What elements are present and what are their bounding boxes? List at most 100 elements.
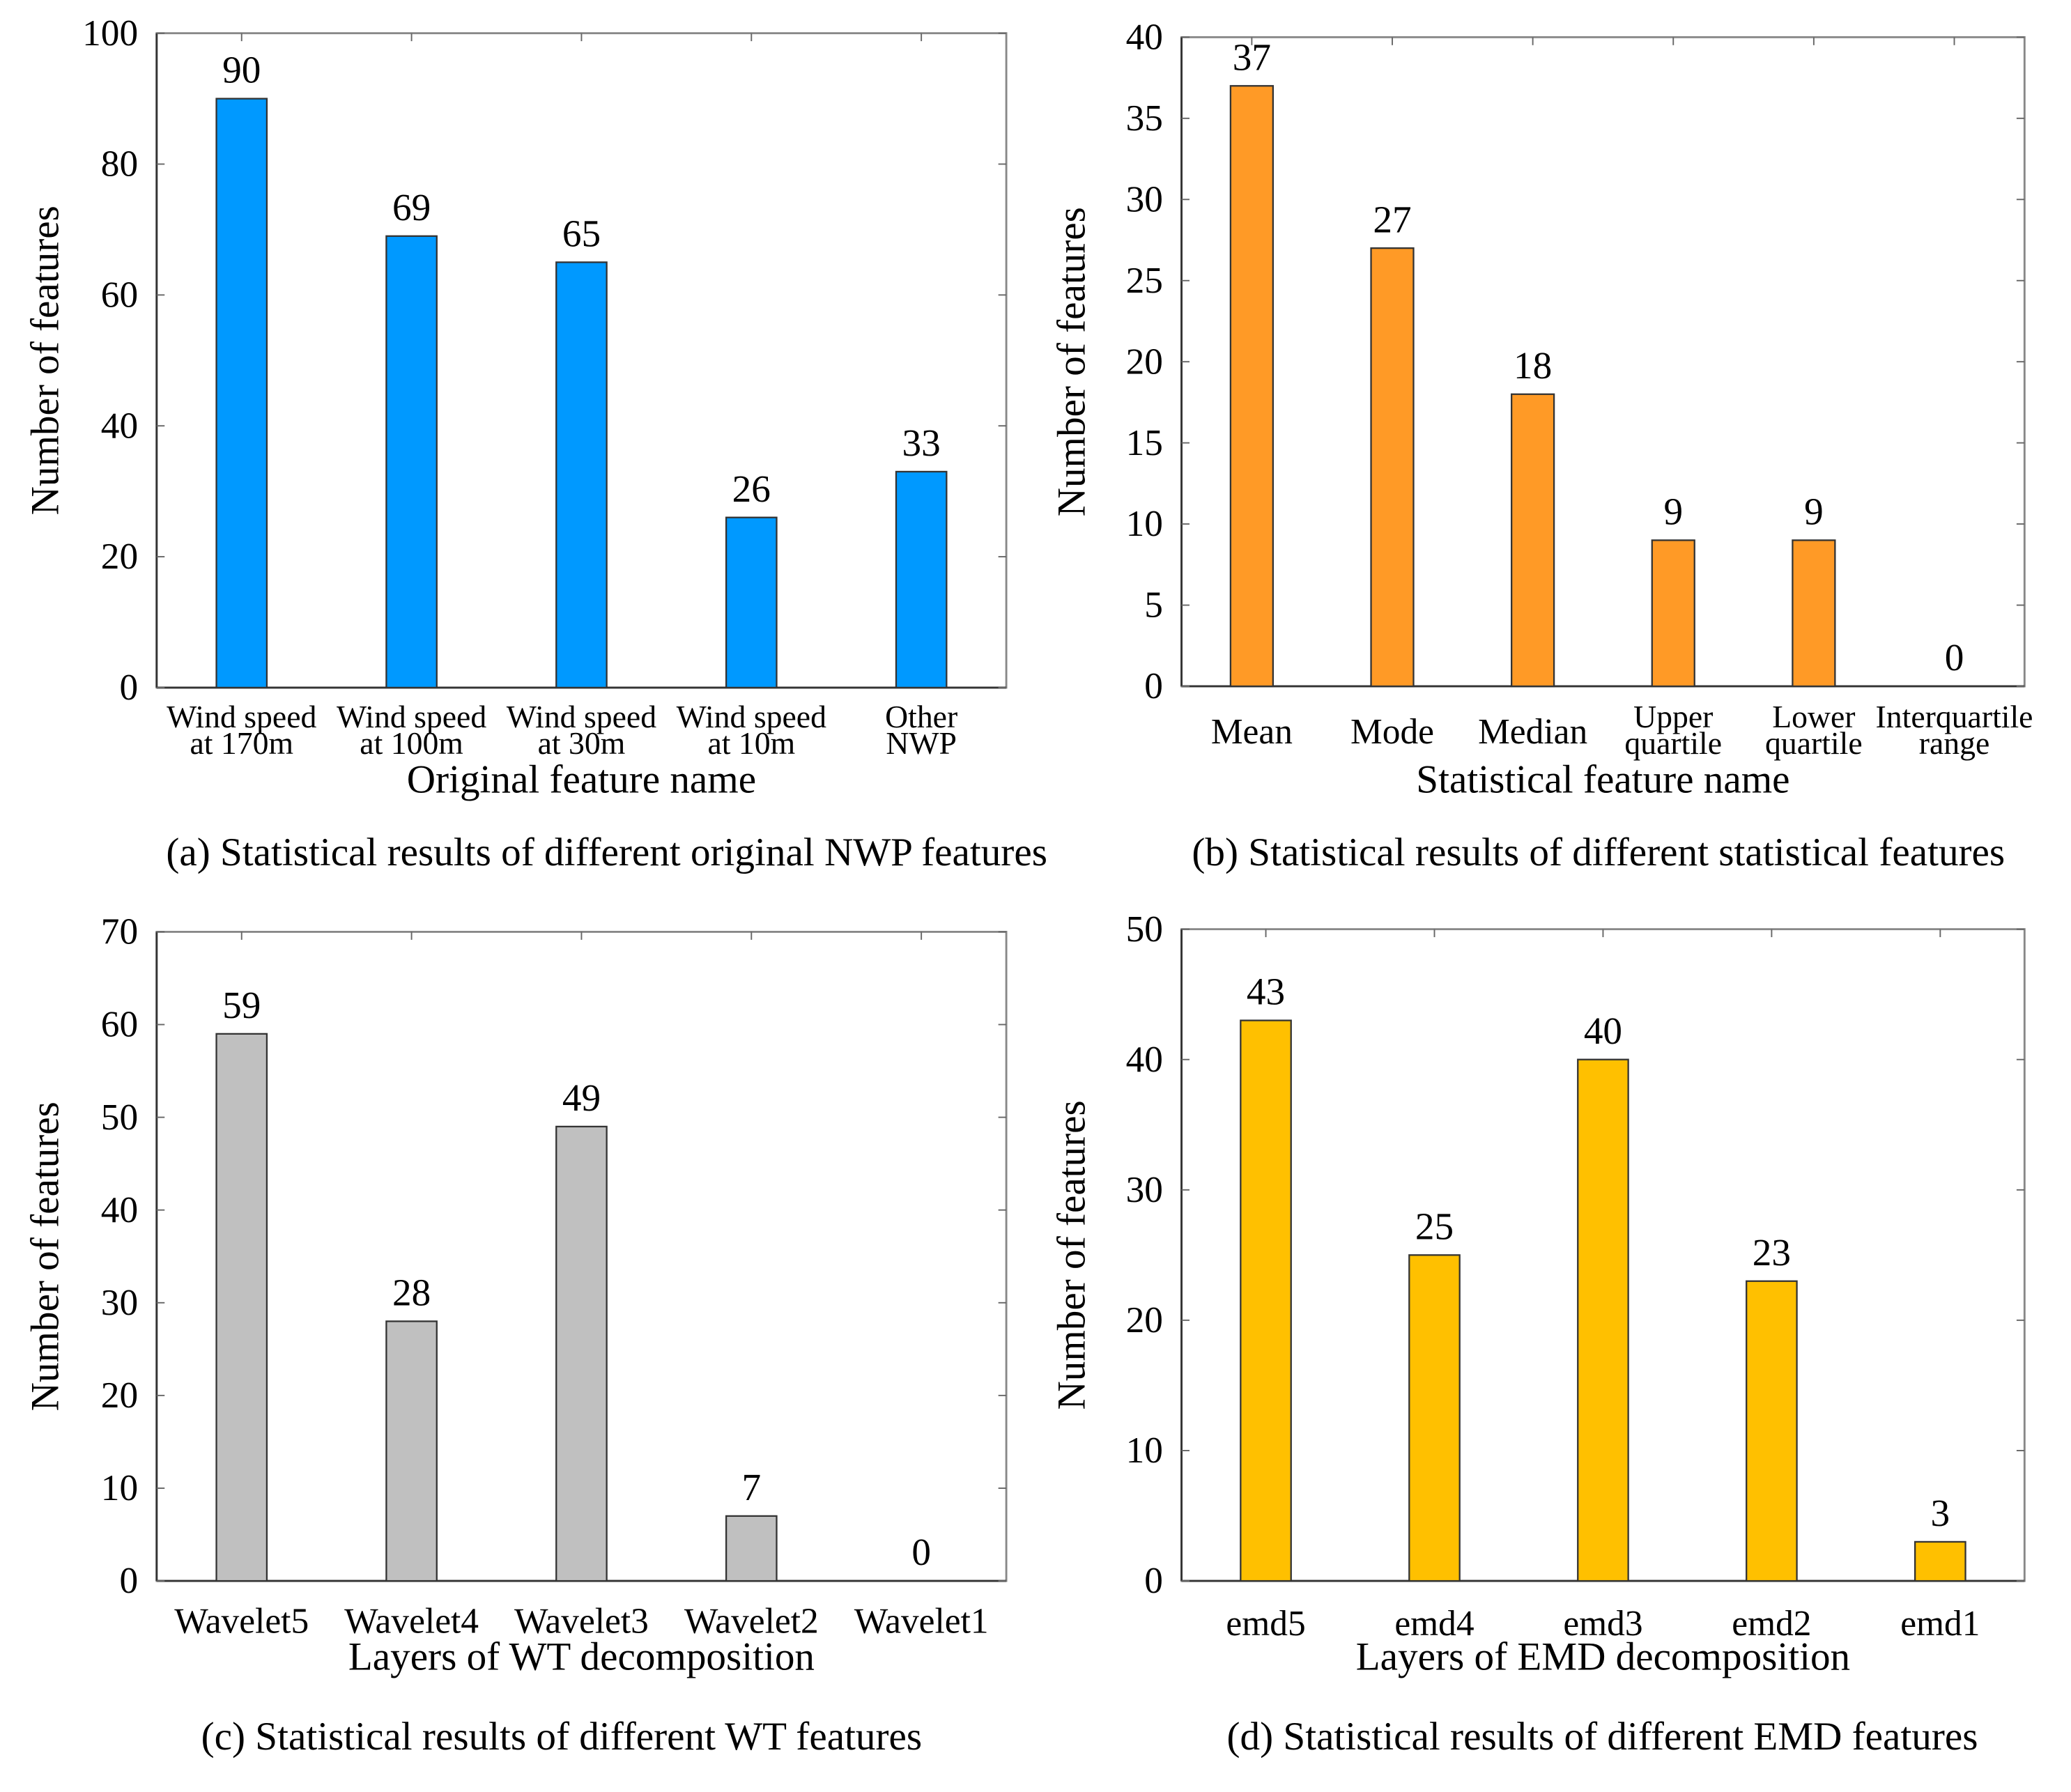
bar [385, 1320, 438, 1582]
y-tick-label: 10 [1126, 502, 1163, 544]
y-tick-label: 25 [1126, 259, 1163, 301]
data-label: 28 [392, 1272, 431, 1314]
data-label: 26 [732, 468, 771, 510]
data-label: 90 [222, 49, 261, 91]
bar [895, 470, 948, 689]
data-label: 3 [1931, 1492, 1950, 1534]
y-tick-label: 35 [1126, 97, 1163, 139]
x-tick-label: Mean [1211, 712, 1293, 752]
panel-caption: (a) Statistical results of different ori… [166, 831, 1047, 874]
y-tick-label: 50 [1126, 908, 1163, 950]
y-axis-label: Number of features [24, 1102, 68, 1411]
bar [1370, 247, 1415, 688]
y-tick-label: 0 [1144, 1559, 1163, 1601]
panel-caption: (c) Statistical results of different WT … [201, 1715, 923, 1759]
bar [1914, 1540, 1966, 1582]
data-label: 40 [1584, 1010, 1622, 1052]
bar [215, 98, 268, 689]
data-label: 0 [911, 1531, 931, 1573]
y-tick-label: 15 [1126, 422, 1163, 463]
chart-panel-c: 01020304050607059Wavelet528Wavelet449Wav… [24, 911, 1008, 1759]
y-tick-label: 40 [101, 1189, 138, 1230]
data-label: 59 [222, 984, 261, 1026]
bar [1651, 539, 1695, 688]
x-tick-label: Lower quartile [1765, 699, 1863, 761]
x-axis-label: Original feature name [407, 757, 756, 801]
data-label: 9 [1663, 491, 1683, 533]
x-tick-label: emd2 [1732, 1604, 1811, 1644]
data-label: 27 [1373, 198, 1411, 240]
y-tick-label: 10 [1126, 1429, 1163, 1471]
y-tick-label: 0 [119, 666, 138, 708]
x-tick-label: Wind speed at 10m [677, 699, 826, 761]
x-tick-label: Wavelet1 [854, 1601, 989, 1641]
x-tick-label: Wavelet5 [174, 1601, 309, 1641]
x-tick-label: Wavelet4 [344, 1601, 479, 1641]
x-tick-label: Wind speed at 100m [337, 699, 486, 761]
x-tick-label: Wind speed at 30m [507, 699, 656, 761]
bar [215, 1033, 268, 1582]
y-tick-label: 30 [101, 1281, 138, 1323]
data-label: 43 [1247, 971, 1285, 1013]
y-tick-label: 60 [101, 1003, 138, 1045]
data-label: 18 [1514, 344, 1552, 387]
y-tick-label: 70 [101, 911, 138, 952]
x-tick-label: Mode [1350, 712, 1434, 752]
y-tick-label: 40 [1126, 16, 1163, 58]
y-tick-label: 10 [101, 1467, 138, 1508]
x-tick-label: Interquartile range [1876, 699, 2033, 761]
data-label: 69 [392, 186, 431, 229]
bar [1229, 85, 1275, 688]
y-tick-label: 40 [101, 404, 138, 446]
data-label: 23 [1753, 1231, 1791, 1274]
y-tick-label: 20 [1126, 1299, 1163, 1341]
x-tick-label: Wavelet2 [684, 1601, 819, 1641]
bar [1240, 1019, 1292, 1582]
panel-caption: (b) Statistical results of different sta… [1192, 831, 2005, 874]
x-tick-label: Wavelet3 [514, 1601, 649, 1641]
bar [1746, 1280, 1798, 1582]
x-tick-label: Median [1478, 712, 1587, 752]
y-tick-label: 20 [101, 535, 138, 577]
y-tick-label: 50 [101, 1096, 138, 1138]
x-tick-label: emd1 [1900, 1604, 1980, 1644]
bar [1577, 1058, 1629, 1582]
data-label: 49 [562, 1076, 601, 1119]
y-tick-label: 20 [1126, 340, 1163, 382]
y-tick-label: 0 [119, 1559, 138, 1601]
data-label: 7 [741, 1466, 761, 1508]
y-tick-label: 20 [101, 1374, 138, 1416]
x-axis-label: Layers of WT decomposition [348, 1635, 815, 1679]
bar [385, 235, 438, 689]
y-tick-label: 60 [101, 274, 138, 316]
bar [555, 261, 608, 689]
x-tick-label: Upper quartile [1624, 699, 1722, 761]
data-label: 0 [1945, 636, 1964, 679]
bar [725, 1515, 778, 1582]
bar [1792, 539, 1836, 688]
y-tick-label: 0 [1144, 665, 1163, 706]
chart-panel-d: 0 10 20 30 40 50 43 emd5 25 emd4 40 emd3 23 emd2 3 emd1… [1049, 908, 2026, 1759]
y-axis-label: Number of features [1049, 1100, 1093, 1409]
bar [1408, 1254, 1461, 1582]
data-label: 9 [1804, 491, 1824, 533]
x-tick-label: emd3 [1563, 1604, 1642, 1644]
x-tick-label: emd5 [1226, 1604, 1305, 1644]
bar [1511, 393, 1555, 688]
bar [555, 1125, 608, 1582]
data-label: 33 [902, 422, 941, 464]
y-axis-label: Number of features [24, 206, 68, 515]
data-label: 37 [1233, 36, 1271, 78]
x-axis-label: Layers of EMD decomposition [1356, 1635, 1850, 1679]
y-tick-label: 30 [1126, 178, 1163, 219]
plot-frame [1180, 36, 2026, 688]
chart-panel-b: 0 5 10 15 20 25 30 35 40 37 Mean 27 Mode 18 Median 9 Upp… [1049, 16, 2033, 875]
data-label: 65 [562, 213, 601, 255]
y-tick-label: 40 [1126, 1038, 1163, 1080]
y-tick-label: 5 [1144, 584, 1163, 626]
y-axis-label: Number of features [1049, 207, 1093, 516]
x-tick-label: emd4 [1394, 1604, 1474, 1644]
panel-caption: (d) Statistical results of different EMD… [1227, 1715, 1978, 1759]
x-tick-label: Wind speed at 170m [167, 699, 316, 761]
